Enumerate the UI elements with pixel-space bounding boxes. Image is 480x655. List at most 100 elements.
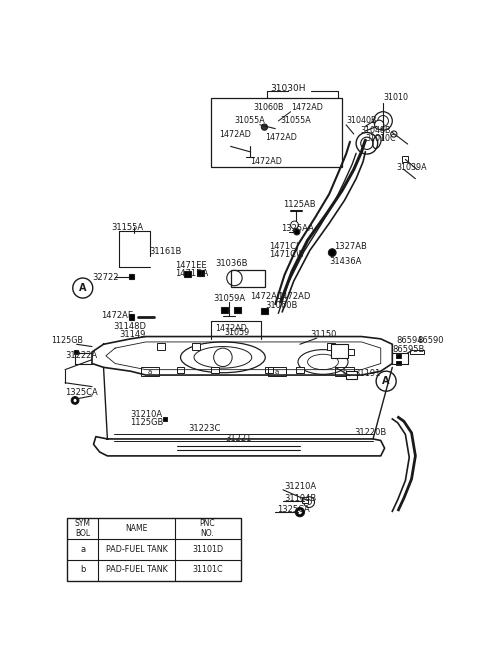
Text: PAD-FUEL TANK: PAD-FUEL TANK [106, 565, 168, 574]
Text: 32722: 32722 [92, 272, 119, 282]
Bar [184, 271, 191, 277]
Bar [129, 274, 133, 279]
Text: 31030H: 31030H [271, 84, 306, 93]
Text: A: A [383, 376, 390, 386]
Text: 1325CA: 1325CA [277, 505, 310, 514]
Text: 31060B: 31060B [265, 301, 298, 310]
Bar [197, 270, 204, 276]
Bar [221, 307, 228, 312]
Bar [396, 361, 401, 365]
Text: 31149: 31149 [119, 329, 145, 339]
Text: 31220B: 31220B [354, 428, 386, 438]
Text: 1471DA: 1471DA [175, 269, 208, 278]
Text: a: a [275, 369, 279, 375]
Circle shape [304, 496, 314, 508]
Bar [67, 517, 240, 580]
Text: 1472AD: 1472AD [215, 324, 247, 333]
Circle shape [374, 120, 384, 130]
Circle shape [291, 221, 299, 229]
Text: 31036B: 31036B [215, 259, 248, 268]
Text: b: b [342, 369, 347, 375]
Text: 1472AD: 1472AD [277, 292, 310, 301]
Text: 1472AD: 1472AD [250, 157, 282, 166]
Bar [163, 417, 167, 421]
Circle shape [262, 124, 267, 130]
Text: 31104B: 31104B [285, 494, 317, 503]
Text: 1471CW: 1471CW [269, 250, 304, 259]
Text: 31155A: 31155A [111, 223, 144, 232]
Text: 31010C: 31010C [365, 134, 396, 143]
Bar [327, 343, 335, 350]
Text: 31010: 31010 [383, 94, 408, 102]
Text: 1472AE: 1472AE [101, 311, 133, 320]
Text: 31210A: 31210A [285, 482, 317, 491]
Bar [336, 367, 354, 376]
Bar [141, 367, 159, 376]
Text: 1125GB: 1125GB [131, 419, 164, 427]
Circle shape [294, 229, 300, 235]
Text: SYM
BOL: SYM BOL [75, 519, 91, 538]
Circle shape [298, 510, 302, 514]
Text: PNC
NO.: PNC NO. [200, 519, 216, 538]
Text: PAD-FUEL TANK: PAD-FUEL TANK [106, 544, 168, 553]
Text: 31060B: 31060B [254, 103, 284, 113]
Bar [157, 343, 165, 350]
Bar [267, 367, 286, 376]
Text: 31223C: 31223C [188, 424, 221, 434]
Text: 31055A: 31055A [281, 117, 312, 126]
Bar [129, 314, 134, 320]
Bar [410, 350, 424, 354]
Text: NAME: NAME [125, 524, 148, 533]
Text: 31436A: 31436A [329, 257, 361, 267]
Text: 1472AD: 1472AD [291, 103, 323, 113]
Text: 1327AB: 1327AB [335, 242, 367, 251]
Bar [234, 307, 240, 312]
Text: 31148D: 31148D [114, 322, 146, 331]
Text: b: b [80, 565, 85, 574]
Text: 1472AD: 1472AD [265, 134, 297, 142]
Text: 31222A: 31222A [65, 351, 97, 360]
Bar [402, 156, 408, 162]
Text: 31210A: 31210A [131, 410, 163, 419]
Text: a: a [80, 544, 85, 553]
Text: 86590: 86590 [417, 336, 444, 345]
Text: 86595B: 86595B [392, 345, 425, 354]
Text: 1125GB: 1125GB [51, 336, 84, 345]
Text: 1125AB: 1125AB [283, 200, 315, 208]
Text: 31101C: 31101C [192, 565, 223, 574]
Bar [211, 367, 219, 373]
Bar [302, 498, 308, 503]
Bar [346, 349, 354, 355]
Bar [346, 371, 357, 379]
Text: 1325CA: 1325CA [65, 388, 98, 398]
Text: 1471CJ: 1471CJ [269, 242, 299, 251]
Text: 31161B: 31161B [150, 248, 182, 256]
Text: 31191: 31191 [354, 369, 380, 378]
Bar [230, 270, 265, 286]
Text: 31048B: 31048B [360, 126, 390, 136]
Text: 1472AD: 1472AD [250, 292, 283, 301]
Text: 86594: 86594 [396, 336, 423, 345]
Text: 31039A: 31039A [396, 162, 427, 172]
Circle shape [73, 278, 93, 298]
Text: 31059: 31059 [224, 328, 250, 337]
Bar [262, 308, 267, 314]
Text: 1472AD: 1472AD [219, 130, 251, 139]
Bar [265, 367, 273, 373]
Text: 1471EE: 1471EE [175, 261, 207, 271]
Text: A: A [79, 283, 86, 293]
Text: 31040B: 31040B [346, 117, 377, 126]
Bar [211, 98, 342, 167]
Bar [74, 350, 78, 354]
Text: 1325AA: 1325AA [281, 224, 313, 233]
Text: 31055A: 31055A [234, 117, 265, 126]
Bar [177, 367, 184, 373]
Bar [192, 343, 200, 350]
Circle shape [73, 398, 77, 402]
Text: 31221: 31221 [225, 434, 252, 443]
Bar [396, 354, 401, 358]
Text: 31150: 31150 [310, 329, 336, 339]
Circle shape [214, 348, 232, 367]
Bar [331, 345, 348, 358]
Text: a: a [148, 369, 152, 375]
